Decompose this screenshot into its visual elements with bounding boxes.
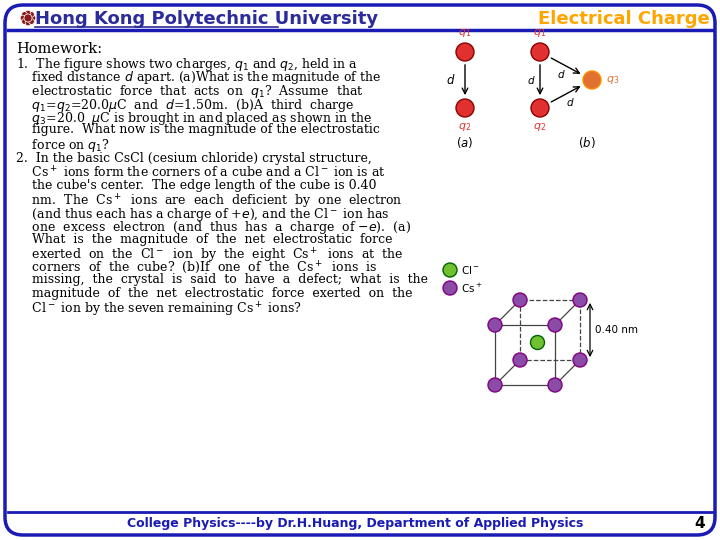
FancyBboxPatch shape [5,5,715,535]
Circle shape [29,12,35,17]
Text: $q_2$: $q_2$ [534,121,546,133]
Circle shape [573,293,587,307]
Text: 2.  In the basic CsCl (cesium chloride) crystal structure,: 2. In the basic CsCl (cesium chloride) c… [16,152,372,165]
Text: What  is  the  magnitude  of  the  net  electrostatic  force: What is the magnitude of the net electro… [16,233,392,246]
Text: $q_1$: $q_1$ [459,27,472,39]
Circle shape [24,14,32,22]
Circle shape [583,71,601,89]
Circle shape [443,263,457,277]
Text: $(a)$: $(a)$ [456,135,474,150]
Text: $d$: $d$ [557,68,566,80]
Circle shape [456,43,474,61]
Text: 1.  The figure shows two charges, $q_1$ and $q_2$, held in a: 1. The figure shows two charges, $q_1$ a… [16,56,358,73]
Text: $(b)$: $(b)$ [578,135,596,150]
Text: $q_2$: $q_2$ [459,121,472,133]
Text: $q_1$: $q_1$ [534,27,546,39]
Circle shape [20,15,26,21]
Circle shape [513,293,527,307]
Circle shape [573,353,587,367]
Text: Homework:: Homework: [16,42,102,56]
Circle shape [531,43,549,61]
Text: Cs$^+$ ions form the corners of a cube and a Cl$^-$ ion is at: Cs$^+$ ions form the corners of a cube a… [16,165,386,181]
Text: Electrical Charge: Electrical Charge [539,10,710,28]
Circle shape [513,353,527,367]
Circle shape [488,318,502,332]
Text: 4: 4 [694,516,705,531]
Text: nm.  The  Cs$^+$  ions  are  each  deficient  by  one  electron: nm. The Cs$^+$ ions are each deficient b… [16,192,402,211]
Text: figure.  What now is the magnitude of the electrostatic: figure. What now is the magnitude of the… [16,124,380,137]
Text: $q_3$: $q_3$ [606,74,619,86]
Circle shape [30,15,36,21]
Text: exerted  on  the  Cl$^-$  ion  by  the  eight  Cs$^+$  ions  at  the: exerted on the Cl$^-$ ion by the eight C… [16,246,403,265]
Text: $q_1$=$q_2$=20.0$\mu$C  and  $d$=1.50m.  (b)A  third  charge: $q_1$=$q_2$=20.0$\mu$C and $d$=1.50m. (b… [16,97,354,113]
Text: Cl$^-$: Cl$^-$ [461,264,480,276]
Text: $q_3$=20.0  $\mu$C is brought in and placed as shown in the: $q_3$=20.0 $\mu$C is brought in and plac… [16,110,372,127]
Circle shape [25,20,31,26]
Text: one  excess  electron  (and  thus  has  a  charge  of $-e$).  (a): one excess electron (and thus has a char… [16,219,411,237]
Circle shape [488,378,502,392]
Circle shape [548,378,562,392]
Circle shape [456,99,474,117]
Text: corners  of  the  cube?  (b)If  one  of  the  Cs$^+$  ions  is: corners of the cube? (b)If one of the Cs… [16,260,377,276]
Text: (and thus each has a charge of +$e$), and the Cl$^-$ ion has: (and thus each has a charge of +$e$), an… [16,206,390,223]
Text: magnitude  of  the  net  electrostatic  force  exerted  on  the: magnitude of the net electrostatic force… [16,287,413,300]
Circle shape [22,19,27,24]
Text: College Physics----by Dr.H.Huang, Department of Applied Physics: College Physics----by Dr.H.Huang, Depart… [127,517,583,530]
Text: missing,  the  crystal  is  said  to  have  a  defect;  what  is  the: missing, the crystal is said to have a d… [16,273,428,287]
Text: $d$: $d$ [566,96,575,108]
Circle shape [548,318,562,332]
Circle shape [29,19,35,24]
Text: fixed distance $d$ apart. (a)What is the magnitude of the: fixed distance $d$ apart. (a)What is the… [16,70,381,86]
Text: electrostatic  force  that  acts  on  $q_1$?  Assume  that: electrostatic force that acts on $q_1$? … [16,83,364,100]
Text: force on $q_1$?: force on $q_1$? [16,137,110,154]
Circle shape [22,12,27,17]
Text: Cs$^+$: Cs$^+$ [461,281,482,294]
Text: Hong Kong Polytechnic University: Hong Kong Polytechnic University [35,10,378,28]
Text: 0.40 nm: 0.40 nm [595,325,638,335]
Text: $d$: $d$ [446,73,456,87]
Circle shape [531,335,544,349]
Text: $d$: $d$ [527,74,535,86]
Circle shape [443,281,457,295]
Text: the cube's center.  The edge length of the cube is 0.40: the cube's center. The edge length of th… [16,179,377,192]
Circle shape [25,10,31,16]
Text: Cl$^-$ ion by the seven remaining Cs$^+$ ions?: Cl$^-$ ion by the seven remaining Cs$^+$… [16,300,302,319]
Circle shape [531,99,549,117]
